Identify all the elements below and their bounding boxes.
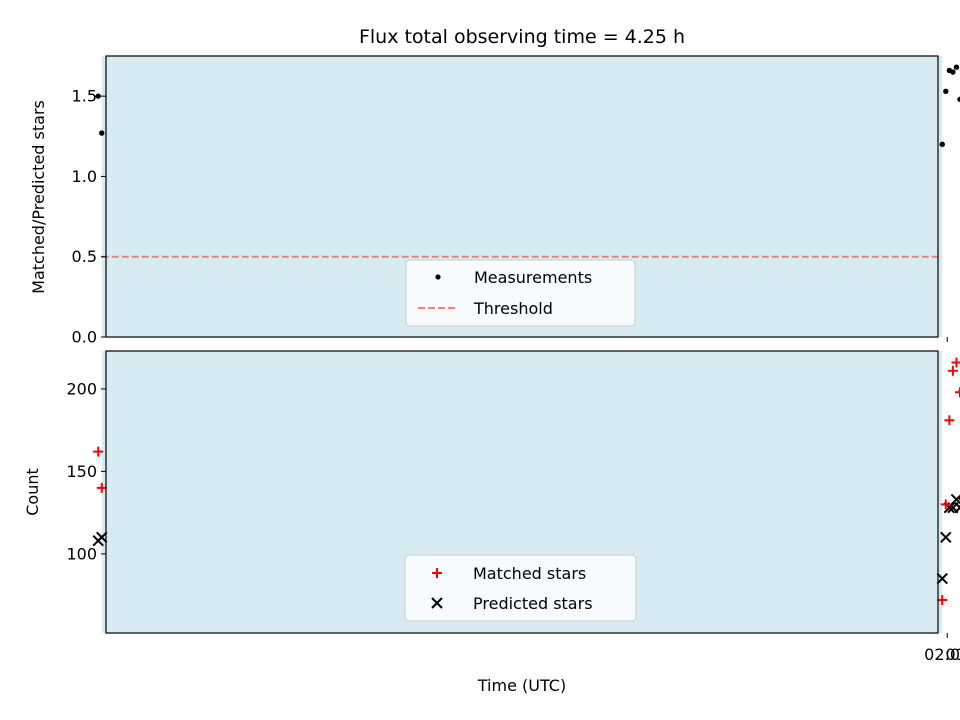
matched-point [954,387,960,398]
chart-title: Flux total observing time = 4.25 h [359,26,685,48]
count-ytick-label: 150 [66,462,97,481]
matched-legend-label: Matched stars [473,564,586,583]
matched-point [96,482,107,493]
measurement-point [939,141,945,148]
ratio-y-axis-label: Matched/Predicted stars [29,100,48,294]
matched-point [937,595,948,606]
predicted-legend-label: Predicted stars [473,594,593,613]
count-legend-box [404,554,637,622]
predicted-point [936,572,948,585]
predicted-point [92,534,104,547]
measurements-legend-label: Measurements [474,268,592,287]
x-tick-label: 01:30 [945,645,960,664]
x-tick-label: 02:00 [924,645,960,664]
predicted-point [940,531,952,544]
count-panel-frame [105,350,939,634]
measurement-point [957,96,960,103]
matched-point [947,365,958,376]
matched-point [940,499,951,510]
measurement-point [953,64,960,70]
measurement-point [95,93,101,99]
measurement-point [943,88,949,95]
ratio-ytick-label: 0.0 [72,328,97,347]
threshold-legend-label: Threshold [473,299,553,318]
count-y-axis-label: Count [23,468,42,516]
measurements-legend-marker [435,274,441,280]
ratio-legend: Measurements Threshold [405,259,636,327]
count-ytick-label: 200 [66,379,97,398]
measurement-point [99,130,105,136]
count-legend: Matched stars Predicted stars [404,554,637,622]
ratio-panel-frame [105,55,939,338]
ratio-ytick-label: 1.5 [72,87,97,106]
ratio-legend-box [405,259,636,327]
matched-point [944,415,955,426]
ratio-ytick-label: 1.0 [72,167,97,186]
measurement-point [946,67,953,74]
count-ytick-label: 100 [66,544,97,563]
predicted-legend-marker [431,597,443,609]
matched-point [93,446,104,457]
matched-legend-marker [432,568,442,578]
x-axis-label: Time (UTC) [477,676,566,695]
ratio-ytick-label: 0.5 [72,247,97,266]
